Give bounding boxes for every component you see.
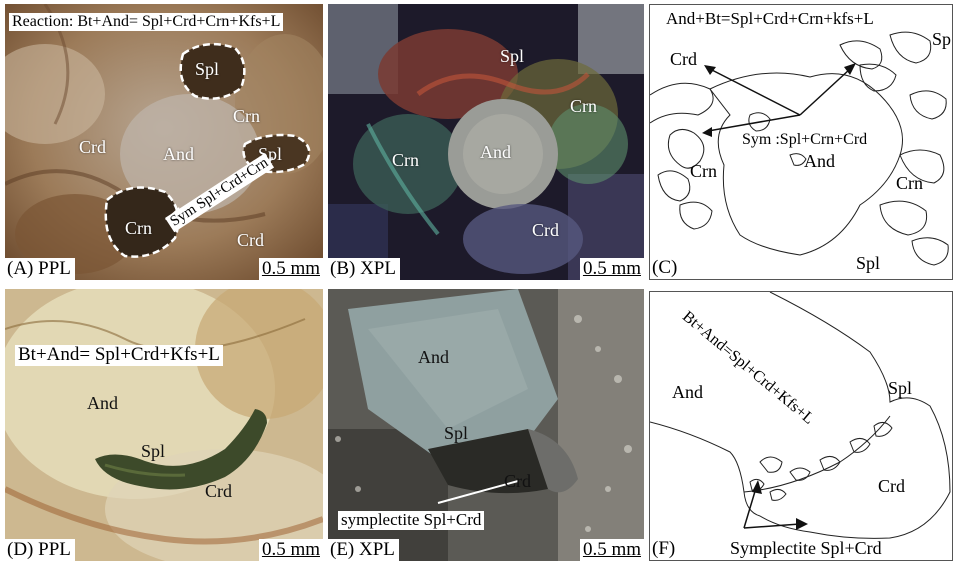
scale-bar-b: 0.5 mm — [579, 258, 644, 280]
label-spl-a1: Spl — [195, 59, 220, 79]
label-crn-a2: Crn — [125, 218, 152, 238]
symplectite-label-f: Symplectite Spl+Crd — [730, 538, 882, 558]
label-crn-a1: Crn — [233, 106, 260, 126]
label-and-a: And — [163, 144, 194, 164]
micrograph-b — [328, 4, 644, 280]
scale-bar-e: 0.5 mm — [579, 539, 644, 561]
label-crn-c1: Crn — [690, 161, 717, 181]
label-spl-d: Spl — [141, 441, 166, 461]
label-crd-b: Crd — [532, 220, 559, 240]
panel-a-ppl: Reaction: Bt+And= Spl+Crd+Crn+Kfs+L Spl … — [5, 4, 323, 280]
reaction-label-a: Reaction: Bt+And= Spl+Crd+Crn+Kfs+L — [9, 13, 284, 31]
label-and-d: And — [87, 393, 118, 413]
caption-a: (A) PPL — [5, 258, 75, 280]
label-and-c: And — [804, 151, 835, 171]
caption-b: (B) XPL — [328, 258, 400, 280]
line-drawing-f — [650, 292, 951, 539]
label-and-e: And — [418, 347, 449, 367]
label-crd-c: Crd — [670, 49, 697, 69]
label-spl-e: Spl — [444, 423, 469, 443]
label-sym-c: Sym :Spl+Crn+Crd — [742, 131, 868, 148]
micrograph-d — [5, 289, 323, 561]
symplectite-label-e: symplectite Spl+Crd — [338, 510, 485, 530]
label-and-b: And — [480, 142, 511, 162]
label-crn-b2: Crn — [392, 150, 419, 170]
label-sp-c: Sp — [932, 29, 952, 49]
scale-bar-a: 0.5 mm — [258, 258, 323, 280]
label-crn-c2: Crn — [896, 173, 923, 193]
label-spl-c: Spl — [856, 253, 881, 273]
panel-c-sketch: And+Bt=Spl+Crd+Crn+kfs+L Sp Crd Sym :Spl… — [649, 4, 953, 280]
label-crd-a2: Crd — [237, 230, 264, 250]
scale-bar-d: 0.5 mm — [258, 539, 323, 561]
label-spl-f: Spl — [888, 378, 913, 398]
panel-f-sketch: Bt+And=Spl+Crd+Kfs+L And Spl Crd Symplec… — [649, 291, 953, 561]
reaction-label-d: Bt+And= Spl+Crd+Kfs+L — [15, 344, 223, 366]
label-crd-d: Crd — [205, 481, 232, 501]
caption-c: (C) — [650, 257, 682, 279]
label-crd-a1: Crd — [79, 137, 106, 157]
panel-b-xpl: Spl Crn Crn And Crd (B) XPL 0.5 mm — [328, 4, 644, 280]
caption-d: (D) PPL — [5, 539, 75, 561]
caption-f: (F) — [650, 538, 680, 560]
label-crd-e: Crd — [504, 471, 531, 491]
micrograph-a — [5, 4, 323, 280]
label-and-f: And — [672, 382, 703, 402]
line-drawing-c — [650, 31, 949, 266]
label-spl-b: Spl — [500, 46, 525, 66]
reaction-label-c: And+Bt=Spl+Crd+Crn+kfs+L — [666, 9, 874, 28]
label-crd-f: Crd — [878, 476, 905, 496]
panel-d-ppl: Bt+And= Spl+Crd+Kfs+L And Spl Crd (D) PP… — [5, 289, 323, 561]
panel-e-xpl: And Spl Crd symplectite Spl+Crd (E) XPL … — [328, 289, 644, 561]
caption-e: (E) XPL — [328, 539, 399, 561]
label-crn-b1: Crn — [570, 96, 597, 116]
